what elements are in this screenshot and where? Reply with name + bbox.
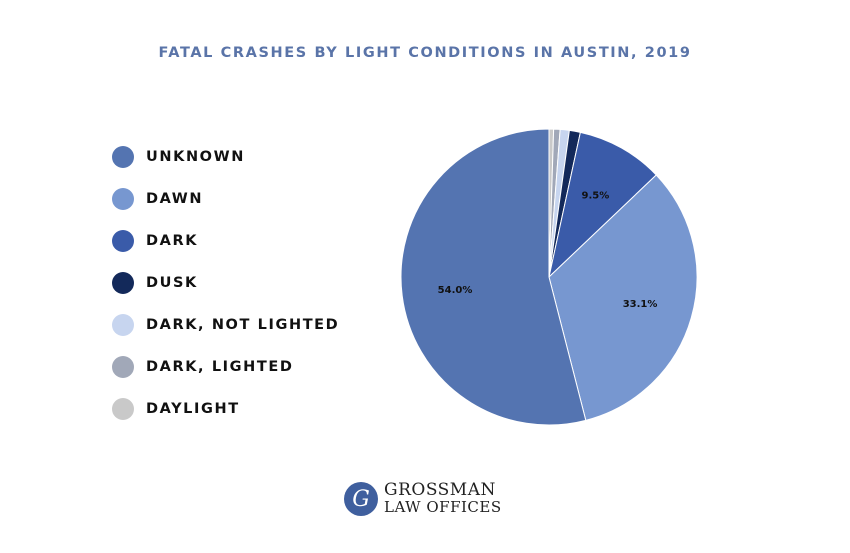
legend-item: UNKNOWN: [112, 136, 339, 178]
pie-slice-dark: [548, 131, 657, 279]
legend-swatch: [112, 188, 134, 210]
legend-item: DAWN: [112, 178, 339, 220]
slice-data-label: 54.0%: [438, 285, 473, 296]
legend-swatch: [112, 146, 134, 168]
chart-legend: UNKNOWN DAWN DARK DUSK DARK, NOT LIGHTED…: [112, 136, 339, 430]
slice-data-label: 9.5%: [582, 190, 610, 201]
company-logo: G GROSSMAN LAW OFFICES: [344, 482, 502, 516]
legend-label: UNKNOWN: [146, 149, 245, 165]
legend-item: DAYLIGHT: [112, 388, 339, 430]
legend-swatch: [112, 356, 134, 378]
legend-label: DUSK: [146, 275, 198, 291]
legend-label: DAYLIGHT: [146, 401, 240, 417]
logo-line-1: GROSSMAN: [384, 480, 496, 500]
slice-data-label: 33.1%: [623, 299, 658, 310]
logo-wordmark: GROSSMAN LAW OFFICES: [384, 482, 502, 516]
legend-item: DUSK: [112, 262, 339, 304]
legend-swatch: [112, 398, 134, 420]
legend-label: DAWN: [146, 191, 204, 207]
legend-label: DARK, LIGHTED: [146, 359, 294, 375]
legend-label: DARK, NOT LIGHTED: [146, 317, 340, 333]
pie-slice-dawn: [548, 174, 698, 421]
legend-label: DARK: [146, 233, 199, 249]
legend-item: DARK: [112, 220, 339, 262]
legend-item: DARK, NOT LIGHTED: [112, 304, 339, 346]
legend-swatch: [112, 314, 134, 336]
legend-swatch: [112, 230, 134, 252]
logo-g-icon: G: [344, 482, 378, 516]
chart-title: FATAL CRASHES BY LIGHT CONDITIONS IN AUS…: [158, 45, 692, 61]
logo-line-2: LAW OFFICES: [384, 498, 502, 516]
legend-swatch: [112, 272, 134, 294]
legend-item: DARK, LIGHTED: [112, 346, 339, 388]
pie-slice-unknown: [400, 128, 587, 426]
